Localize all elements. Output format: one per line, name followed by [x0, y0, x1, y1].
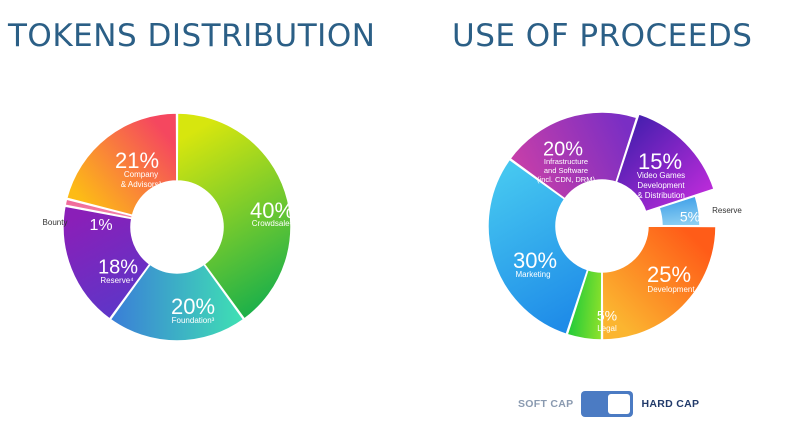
category-label-infrastructure-and-software-incl-cdn-drm: Infrastructure — [544, 157, 588, 166]
percent-label-marketing: 30% — [513, 248, 557, 273]
slice-crowdsale — [176, 112, 292, 321]
category-label-video-games-development-distribution: Video Games — [637, 171, 685, 180]
percent-label-infrastructure-and-software-incl-cdn-drm: 20% — [543, 138, 583, 160]
cap-toggle-switch[interactable] — [581, 391, 634, 417]
tokens-distribution-donut: 40%Crowdsale¹ 20%Foundation³ 18%Reserve⁴ 1%… — [43, 112, 294, 342]
category-label-infrastructure-and-software-incl-cdn-drm: and Software — [544, 166, 588, 175]
toggle-knob — [608, 394, 631, 414]
slice-infrastructure-and-software-incl-cdn-drm — [508, 111, 638, 200]
category-label-video-games-development-distribution: & Distribution — [637, 191, 685, 200]
category-label-foundation: Foundation³ — [172, 316, 215, 325]
slice-company-advisors — [65, 112, 178, 217]
percent-label-reserve: 18% — [98, 256, 138, 278]
slice-development — [601, 225, 717, 341]
category-label-infrastructure-and-software-incl-cdn-drm: (incl. CDN, DRM) — [537, 175, 595, 184]
category-label-reserve: Reserve — [712, 206, 742, 215]
category-label-bounty: Bounty — [43, 218, 68, 227]
category-label-legal: Legal — [597, 324, 617, 333]
percent-label-foundation: 20% — [171, 294, 215, 319]
percent-label-reserve: 5% — [680, 209, 700, 225]
category-label-video-games-development-distribution: Development — [637, 181, 685, 190]
slice-video-games-development-distribution — [615, 112, 716, 213]
percent-label-legal: 5% — [597, 308, 617, 324]
slice-marketing — [487, 158, 589, 336]
percent-label-bounty: 1% — [89, 217, 112, 234]
category-label-reserve: Reserve⁴ — [100, 276, 134, 285]
percent-label-company-advisors: 21% — [115, 148, 159, 173]
use-of-proceeds-title: USE OF PROCEEDS — [452, 18, 753, 54]
tokens-distribution-title: TOKENS DISTRIBUTION — [8, 18, 376, 54]
percent-label-development: 25% — [647, 262, 691, 287]
percent-label-video-games-development-distribution: 15% — [638, 149, 682, 174]
category-label-development: Development — [647, 285, 695, 294]
category-label-company-advisors: & Advisors² — [121, 180, 162, 189]
category-label-crowdsale: Crowdsale¹ — [252, 219, 293, 228]
slice-reserve — [62, 205, 151, 321]
category-label-marketing: Marketing — [515, 270, 550, 279]
percent-label-crowdsale: 40% — [250, 198, 294, 223]
cap-toggle-group: SOFT CAP HARD CAP — [518, 389, 699, 419]
category-label-company-advisors: Company — [124, 170, 158, 179]
soft-cap-label[interactable]: SOFT CAP — [518, 398, 574, 410]
slice-foundation — [109, 263, 245, 342]
hard-cap-label[interactable]: HARD CAP — [641, 398, 700, 410]
